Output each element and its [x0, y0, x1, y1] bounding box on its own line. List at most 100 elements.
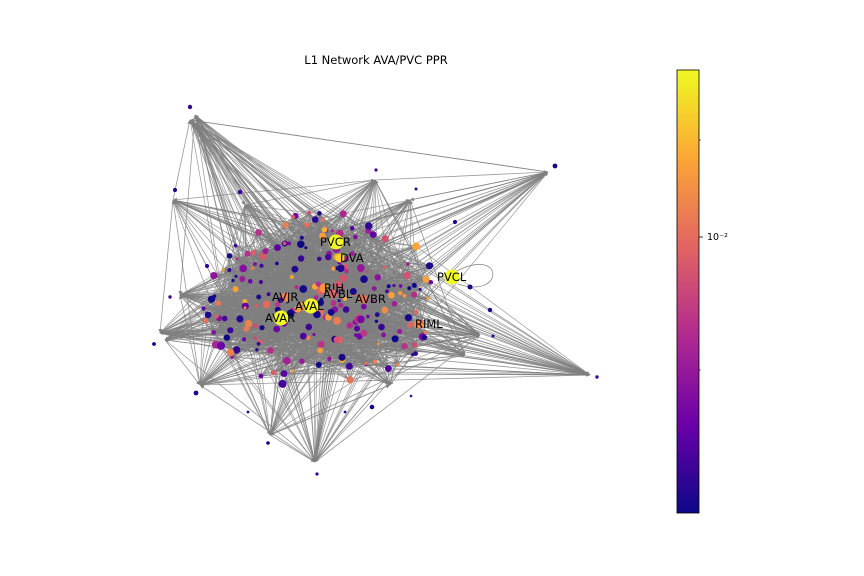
labeled-node-dva	[335, 253, 345, 263]
network-edge	[339, 233, 591, 376]
network-node	[217, 341, 225, 350]
network-node	[385, 289, 389, 294]
network-node	[266, 441, 270, 445]
network-node	[595, 375, 599, 379]
network-node	[250, 250, 256, 256]
network-node	[411, 342, 418, 348]
network-node	[330, 229, 334, 233]
network-node	[300, 332, 307, 340]
network-node	[247, 279, 253, 284]
network-edge	[425, 279, 591, 376]
network-edge	[313, 213, 320, 463]
network-node	[203, 318, 209, 324]
network-node	[365, 270, 369, 273]
network-edge	[220, 345, 316, 463]
network-node	[305, 323, 313, 331]
network-edge	[189, 119, 344, 215]
network-node	[227, 268, 232, 272]
network-node	[287, 241, 292, 246]
network-node	[334, 280, 342, 288]
network-edge	[209, 252, 254, 321]
network-node	[307, 210, 312, 215]
network-node	[374, 319, 379, 323]
network-edge	[260, 199, 411, 377]
network-edge	[189, 119, 401, 287]
network-edge	[314, 309, 347, 463]
network-edge	[189, 119, 256, 265]
network-node	[552, 163, 558, 169]
network-edge	[179, 294, 340, 341]
network-node	[299, 285, 308, 293]
network-node	[234, 274, 238, 278]
network-edge	[209, 278, 243, 321]
network-node	[300, 301, 305, 306]
network-node	[227, 348, 235, 356]
network-edge	[269, 434, 316, 463]
network-node	[291, 214, 296, 220]
network-node	[426, 296, 430, 300]
network-node	[346, 322, 353, 329]
network-edge	[164, 339, 201, 386]
network-node	[350, 226, 355, 231]
network-node	[321, 217, 326, 222]
network-edge	[209, 319, 398, 365]
network-node	[391, 335, 399, 343]
network-edge	[244, 178, 376, 206]
network-node	[331, 266, 336, 271]
node-label-pvcl: PVCL	[437, 270, 467, 284]
node-label-aval: AVAL	[295, 299, 324, 313]
labeled-node-avjr	[281, 292, 291, 302]
labeled-node-rih	[319, 283, 329, 293]
network-edge	[269, 334, 481, 436]
network-node	[369, 404, 375, 410]
network-edge	[172, 199, 391, 386]
network-node	[211, 330, 217, 335]
network-node	[297, 255, 305, 262]
network-edge	[368, 225, 392, 386]
network-node	[294, 305, 302, 313]
network-edge	[269, 384, 391, 436]
network-node	[256, 294, 262, 300]
network-node	[411, 291, 418, 298]
network-node	[282, 222, 289, 229]
network-edge	[172, 199, 392, 296]
network-edge	[408, 171, 549, 318]
network-edge	[199, 384, 316, 463]
node-label-avbr: AVBR	[355, 292, 386, 306]
network-node	[401, 342, 408, 350]
network-node	[258, 280, 263, 284]
network-edge	[307, 224, 591, 376]
network-edge	[374, 170, 549, 181]
network-node	[201, 306, 206, 311]
network-node	[425, 262, 434, 270]
network-edge	[314, 353, 416, 463]
network-edge	[292, 370, 316, 463]
network-node	[418, 287, 422, 291]
network-edge	[313, 334, 317, 463]
network-edge	[244, 204, 310, 214]
network-node	[235, 257, 239, 261]
network-edge	[372, 234, 481, 336]
network-edge	[328, 317, 591, 376]
network-node	[313, 295, 319, 300]
network-node	[317, 340, 325, 348]
network-node	[382, 265, 387, 269]
network-edge	[358, 314, 591, 376]
network-node	[403, 271, 411, 280]
network-node	[343, 296, 347, 301]
network-node	[231, 278, 235, 283]
network-node	[294, 285, 299, 290]
network-edge	[409, 170, 549, 201]
network-edge	[194, 114, 391, 386]
network-edge	[374, 179, 466, 356]
network-node	[250, 266, 255, 271]
network-node	[361, 303, 367, 310]
network-node	[304, 222, 311, 228]
network-node	[371, 286, 377, 291]
network-edge	[346, 301, 373, 310]
network-edge	[189, 119, 369, 227]
network-node	[413, 351, 418, 356]
colorbar-gradient	[676, 69, 700, 514]
network-node	[421, 334, 428, 341]
